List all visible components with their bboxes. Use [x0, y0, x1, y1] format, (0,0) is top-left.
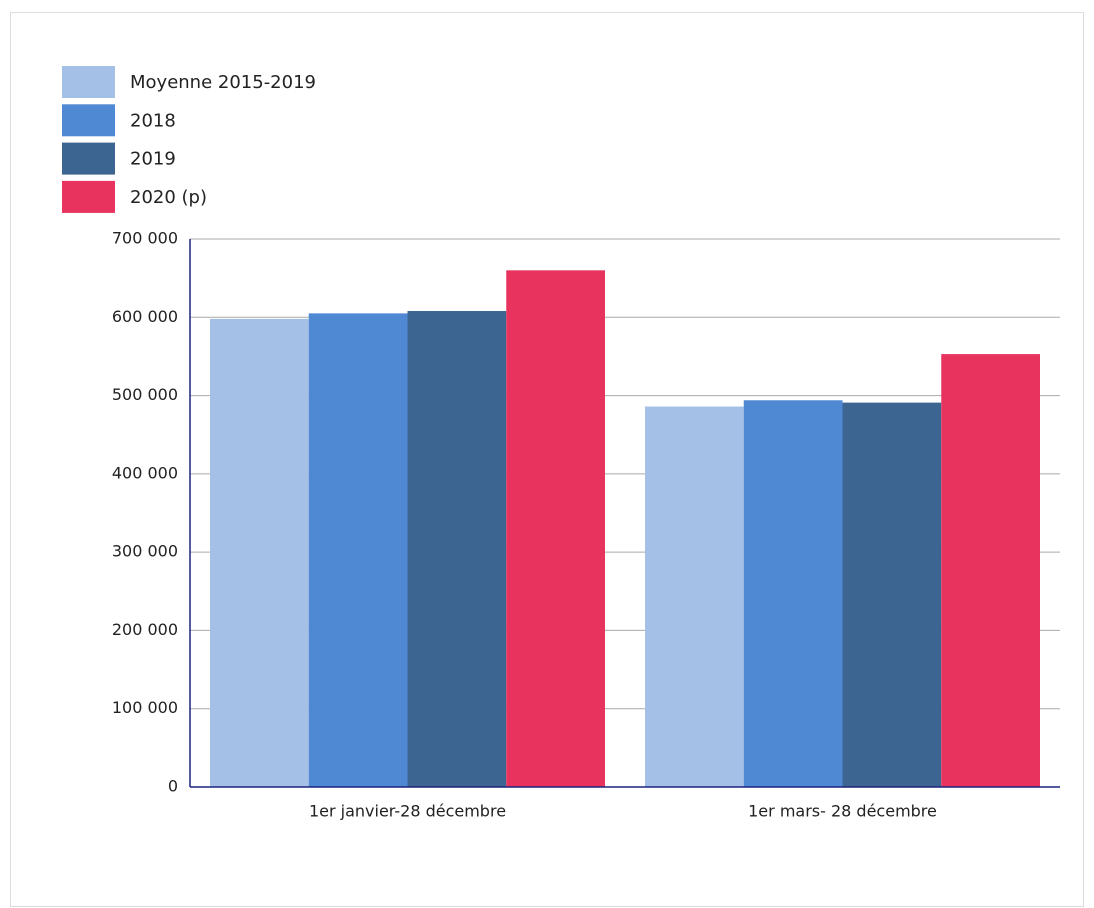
- y-tick-label: 600 000: [112, 307, 178, 326]
- bar: [308, 313, 408, 787]
- legend-swatch: [62, 180, 115, 213]
- legend-swatch: [62, 142, 115, 175]
- bar: [407, 311, 507, 787]
- y-tick-label: 400 000: [112, 463, 178, 482]
- bar: [743, 400, 843, 787]
- bar: [941, 354, 1040, 787]
- bar: [210, 318, 309, 787]
- legend-label: Moyenne 2015-2019: [130, 72, 316, 93]
- x-tick-label: 1er mars- 28 décembre: [748, 802, 937, 821]
- frame: [10, 12, 1084, 907]
- bar: [842, 402, 942, 787]
- y-tick-label: 700 000: [112, 229, 178, 248]
- y-tick-label: 200 000: [112, 620, 178, 639]
- legend-swatch: [62, 66, 115, 98]
- y-tick-label: 100 000: [112, 698, 178, 717]
- legend-label: 2018: [130, 110, 176, 131]
- y-tick-label: 300 000: [112, 542, 178, 561]
- bar: [506, 270, 605, 787]
- legend-swatch: [62, 104, 115, 137]
- bar: [645, 406, 744, 787]
- legend-label: 2020 (p): [130, 187, 207, 208]
- y-tick-label: 500 000: [112, 385, 178, 404]
- y-tick-label: 0: [168, 777, 178, 796]
- legend-label: 2019: [130, 149, 176, 170]
- x-tick-label: 1er janvier-28 décembre: [309, 802, 506, 821]
